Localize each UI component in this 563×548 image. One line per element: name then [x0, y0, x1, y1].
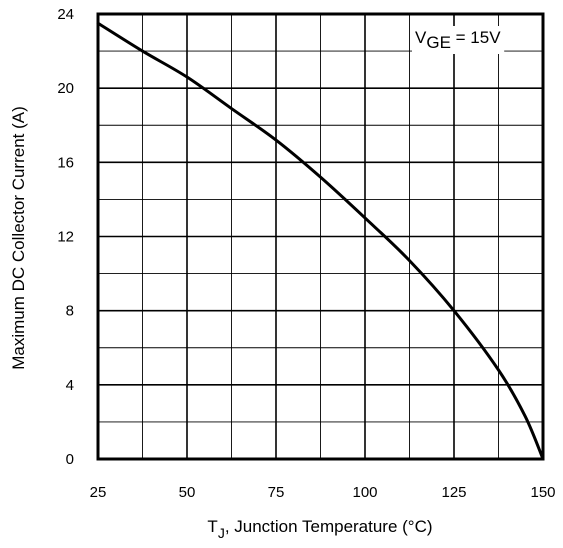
annotation-rest: = 15V — [451, 28, 501, 47]
x-axis-title-main: T — [207, 517, 217, 536]
y-tick-label-0: 0 — [66, 451, 74, 468]
x-tick-labels: 25 50 75 100 125 150 — [90, 484, 556, 501]
annotation-main: V — [415, 28, 427, 47]
x-axis-title: TJ, Junction Temperature (°C) — [207, 517, 432, 541]
x-tick-label-25: 25 — [90, 484, 107, 501]
series-line-0 — [96, 21, 545, 461]
x-tick-label-100: 100 — [352, 484, 377, 501]
plot-frame — [96, 12, 545, 461]
y-tick-label-20: 20 — [57, 80, 74, 97]
x-tick-label-150: 150 — [530, 484, 555, 501]
x-tick-label-75: 75 — [268, 484, 285, 501]
x-tick-label-125: 125 — [441, 484, 466, 501]
y-tick-label-8: 8 — [66, 303, 74, 320]
y-tick-labels: 0 4 8 12 16 20 24 — [57, 6, 74, 468]
y-tick-label-4: 4 — [66, 377, 74, 394]
annotation-background — [412, 26, 505, 54]
annotation-vge: VGE = 15V — [415, 28, 501, 52]
y-tick-label-24: 24 — [57, 6, 74, 23]
y-tick-label-16: 16 — [57, 154, 74, 171]
annotation-sub: GE — [426, 33, 451, 52]
grid — [98, 14, 543, 459]
y-tick-label-12: 12 — [57, 229, 74, 246]
x-axis-title-rest: , Junction Temperature (°C) — [225, 517, 433, 536]
x-axis-title-sub: J — [218, 525, 225, 541]
x-tick-label-50: 50 — [179, 484, 196, 501]
y-axis-title: Maximum DC Collector Current (A) — [9, 106, 28, 370]
series-group — [96, 21, 545, 461]
